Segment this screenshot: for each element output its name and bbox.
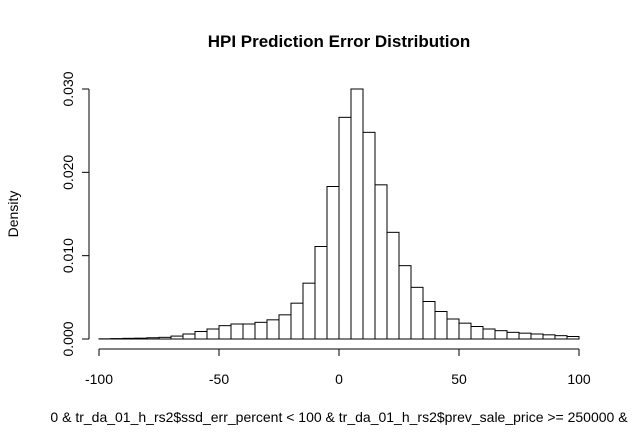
histogram-bar bbox=[194, 331, 208, 340]
histogram-bar bbox=[374, 184, 388, 340]
histogram-bar bbox=[290, 302, 304, 340]
histogram-bar bbox=[566, 336, 580, 340]
histogram-bar bbox=[266, 319, 280, 340]
y-tick-label: 0.030 bbox=[60, 71, 76, 106]
y-tick-label: 0.010 bbox=[60, 238, 76, 273]
histogram-bar bbox=[350, 88, 364, 340]
histogram-bar bbox=[434, 311, 448, 340]
histogram-bar bbox=[170, 335, 184, 340]
histogram-bar bbox=[146, 337, 160, 340]
y-tick-label: 0.020 bbox=[60, 155, 76, 190]
histogram-bar bbox=[134, 337, 148, 340]
histogram-bar bbox=[542, 334, 556, 340]
histogram-bar bbox=[302, 282, 316, 340]
histogram-bar bbox=[218, 325, 232, 340]
histogram-bar bbox=[254, 321, 268, 340]
y-axis: 0.000 0.010 0.020 0.030 bbox=[60, 71, 90, 357]
histogram-bar bbox=[122, 337, 136, 340]
histogram-bar bbox=[482, 328, 496, 340]
x-tick-label: -50 bbox=[209, 371, 229, 387]
x-axis: -100 -50 0 50 100 bbox=[85, 348, 591, 387]
histogram-bar bbox=[158, 336, 172, 340]
histogram-bar bbox=[314, 246, 328, 340]
histogram-bar bbox=[326, 186, 340, 340]
histogram-bar bbox=[554, 335, 568, 340]
histogram-bar bbox=[494, 330, 508, 340]
histogram-bar bbox=[518, 332, 532, 340]
chart-title: HPI Prediction Error Distribution bbox=[208, 32, 471, 51]
histogram-bar bbox=[410, 286, 424, 340]
y-tick-label: 0.000 bbox=[60, 321, 76, 356]
y-axis-label: Density bbox=[5, 191, 21, 238]
histogram-bar bbox=[362, 131, 376, 340]
x-tick-label: -100 bbox=[85, 371, 113, 387]
histogram-bars bbox=[98, 88, 580, 340]
histogram-bar bbox=[386, 231, 400, 340]
histogram-bar bbox=[206, 328, 220, 340]
histogram-bar bbox=[458, 322, 472, 340]
histogram-bar bbox=[470, 326, 484, 340]
histogram-bar bbox=[230, 323, 244, 340]
histogram-bar bbox=[446, 318, 460, 340]
histogram-bar bbox=[242, 323, 256, 340]
x-axis-label: 0 & tr_da_01_h_rs2$ssd_err_percent < 100… bbox=[50, 409, 628, 425]
x-tick-label: 100 bbox=[567, 371, 591, 387]
histogram-bar bbox=[422, 301, 436, 340]
x-tick-label: 50 bbox=[451, 371, 467, 387]
histogram-bar bbox=[278, 314, 292, 340]
histogram-bar bbox=[338, 116, 352, 340]
histogram-bar bbox=[398, 265, 412, 340]
histogram-bar bbox=[530, 333, 544, 340]
histogram-bar bbox=[506, 331, 520, 340]
x-tick-label: 0 bbox=[335, 371, 343, 387]
histogram-bar bbox=[182, 333, 196, 340]
